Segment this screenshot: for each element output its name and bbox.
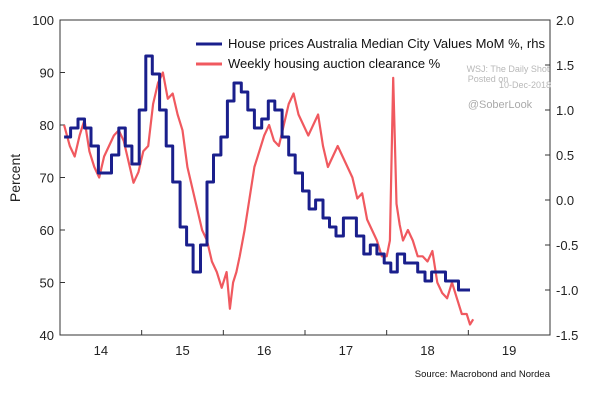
source-note: Source: Macrobond and Nordea [415, 369, 551, 380]
right-y-tick-label: 1.5 [556, 58, 574, 73]
legend-label-auction-clearance: Weekly housing auction clearance % [228, 56, 441, 71]
left-y-tick-label: 90 [40, 66, 54, 81]
watermark-line-2: WSJ: The Daily Shot [467, 64, 550, 74]
x-tick-label: 17 [339, 343, 353, 358]
x-axis: 14 15 16 17 18 19 [59, 330, 516, 358]
x-tick-label: 16 [257, 343, 271, 358]
left-y-tick-label: 60 [40, 223, 54, 238]
left-y-tick-label: 100 [32, 13, 54, 28]
left-y-tick-label: 40 [40, 328, 54, 343]
series-group [63, 54, 475, 326]
right-y-tick-label: 0.0 [556, 193, 574, 208]
right-y-tick-label: -1.5 [556, 328, 578, 343]
right-y-tick-label: -1.0 [556, 283, 578, 298]
right-y-tick-label: 2.0 [556, 13, 574, 28]
legend: House prices Australia Median City Value… [196, 36, 545, 71]
x-tick-label: 18 [420, 343, 434, 358]
y-axis-title: Percent [7, 154, 23, 202]
watermark-line-1: Posted on [468, 74, 509, 84]
left-y-tick-label: 50 [40, 276, 54, 291]
right-y-tick-label: -0.5 [556, 238, 578, 253]
watermark-line-3: 10-Dec-2018 [499, 80, 551, 90]
x-tick-label: 14 [94, 343, 108, 358]
series-line-house-prices [64, 54, 470, 292]
right-y-axis: -1.5 -1.0 -0.5 0.0 0.5 1.0 1.5 2.0 [545, 13, 578, 343]
author-handle: @SoberLook [468, 99, 533, 111]
left-y-axis: 40 50 60 70 80 90 100 [32, 13, 65, 343]
left-y-tick-label: 70 [40, 171, 54, 186]
x-tick-label: 15 [175, 343, 189, 358]
right-y-tick-label: 1.0 [556, 103, 574, 118]
legend-label-house-prices: House prices Australia Median City Value… [228, 36, 545, 51]
series-line-auction-clearance [63, 71, 475, 326]
right-y-tick-label: 0.5 [556, 148, 574, 163]
x-tick-label: 19 [502, 343, 516, 358]
left-y-tick-label: 80 [40, 118, 54, 133]
